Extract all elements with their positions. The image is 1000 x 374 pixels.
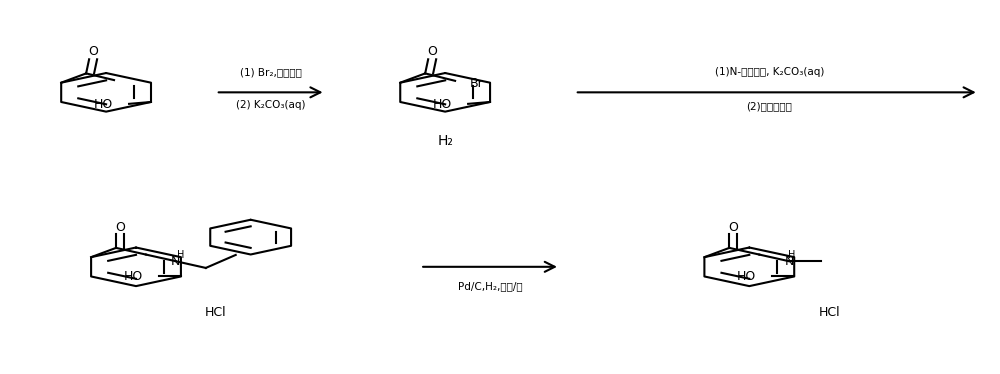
Text: HO: HO: [737, 270, 756, 283]
Text: HO: HO: [94, 98, 113, 111]
Text: O: O: [728, 221, 738, 234]
Text: O: O: [88, 45, 98, 58]
Text: (2) K₂CO₃(aq): (2) K₂CO₃(aq): [236, 100, 305, 110]
Text: (1)N-甲基苄胺, K₂CO₃(aq): (1)N-甲基苄胺, K₂CO₃(aq): [715, 67, 824, 77]
Text: H₂: H₂: [437, 134, 453, 148]
Text: H: H: [788, 249, 796, 260]
Text: O: O: [115, 221, 125, 234]
Text: O: O: [427, 45, 437, 58]
Text: H: H: [177, 249, 185, 260]
Text: Pd/C,H₂,甲醇/水: Pd/C,H₂,甲醇/水: [458, 282, 522, 292]
Text: N: N: [784, 255, 794, 268]
Text: (1) Br₂,乙酸丁酯: (1) Br₂,乙酸丁酯: [240, 67, 302, 77]
Text: HCl: HCl: [205, 306, 227, 319]
Text: HCl: HCl: [818, 306, 840, 319]
Text: (2)盐酸水溶液: (2)盐酸水溶液: [746, 102, 792, 111]
Text: HO: HO: [433, 98, 452, 111]
Text: Br: Br: [470, 77, 484, 90]
Text: N: N: [171, 255, 181, 268]
Text: HO: HO: [124, 270, 143, 283]
